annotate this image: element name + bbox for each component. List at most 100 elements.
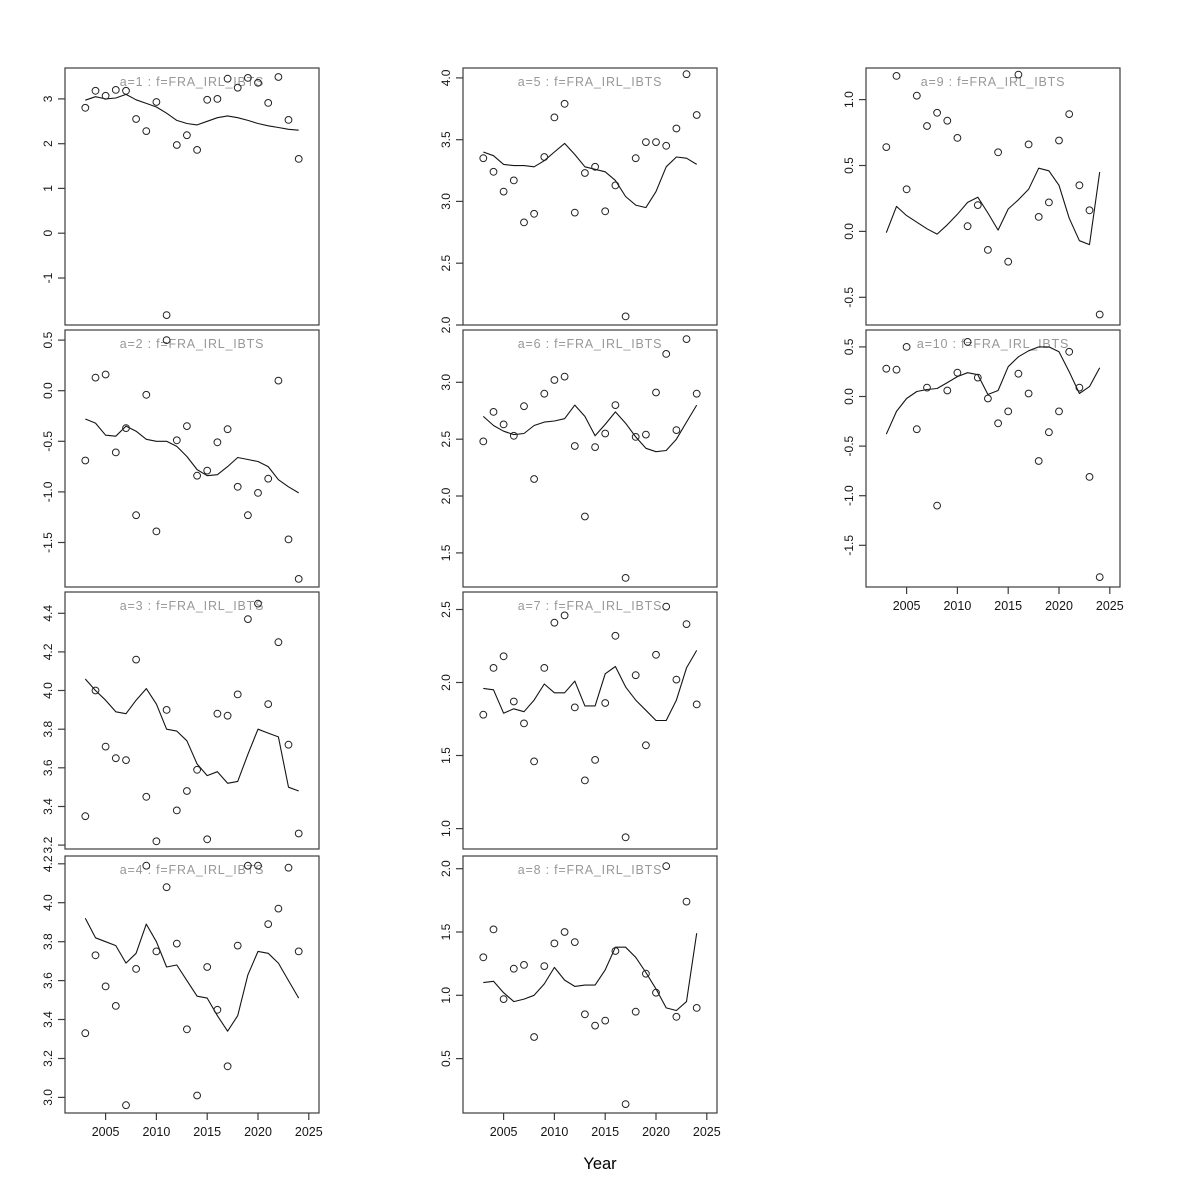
smooth-line — [482, 404, 698, 453]
data-point — [570, 442, 579, 450]
panel-frame — [462, 855, 718, 1114]
data-point — [550, 113, 559, 122]
data-point — [111, 1002, 120, 1010]
data-point — [294, 155, 303, 163]
y-tick-label: 3.6 — [41, 972, 55, 989]
y-tick-label: -0.5 — [41, 431, 55, 452]
data-point — [591, 756, 599, 764]
data-point — [692, 111, 701, 119]
x-tick-label: 2005 — [92, 1125, 120, 1139]
data-point — [254, 599, 262, 608]
data-point — [81, 812, 90, 821]
data-point — [611, 401, 620, 410]
data-point — [111, 754, 120, 763]
x-tick-label: 2005 — [490, 1125, 518, 1139]
smooth-line — [84, 678, 299, 792]
data-point — [223, 711, 232, 720]
data-point — [530, 475, 538, 483]
data-point — [591, 443, 599, 452]
x-tick-label: 2025 — [1096, 599, 1124, 613]
data-point — [91, 686, 100, 695]
y-tick-label: 1 — [41, 185, 55, 192]
data-point — [142, 390, 151, 399]
data-point — [233, 690, 242, 699]
smooth-line — [885, 346, 1101, 435]
y-tick-label: 0.5 — [842, 338, 856, 355]
y-tick-label: 0.0 — [41, 382, 55, 399]
data-point — [254, 78, 262, 87]
data-point — [912, 425, 921, 434]
y-tick-label: 2.5 — [439, 601, 453, 618]
data-point — [223, 425, 232, 434]
panel-a2: a=2 : f=FRA_IRL_IBTS -1.5 -1.0 -0.5 0.0 0.5 — [41, 329, 320, 588]
data-point — [284, 863, 293, 872]
panel-a7: a=7 : f=FRA_IRL_IBTS 1.0 1.5 2.0 2.5 — [439, 591, 718, 850]
data-point — [111, 448, 120, 457]
data-point — [923, 383, 931, 392]
data-point — [172, 939, 181, 948]
data-point — [560, 611, 569, 620]
data-point — [244, 511, 252, 520]
data-point — [479, 953, 488, 962]
y-tick-label: 1.0 — [439, 987, 453, 1004]
y-tick-label: 3.0 — [41, 1089, 55, 1106]
data-point — [1034, 457, 1043, 465]
data-point — [132, 655, 141, 664]
data-point — [1075, 383, 1084, 392]
smooth-line — [84, 918, 300, 1032]
y-tick-label: 2 — [41, 140, 55, 147]
data-point — [244, 74, 252, 82]
data-point — [963, 338, 972, 346]
data-point — [923, 122, 931, 130]
smooth-line — [483, 650, 698, 722]
y-tick-label: 3.6 — [41, 759, 55, 776]
panel-a3: a=3 : f=FRA_IRL_IBTS 3.2 3.4 3.6 3.8 4.0 4.2 4.… — [41, 591, 320, 853]
data-point — [994, 419, 1002, 428]
y-tick-label: 2.5 — [439, 431, 453, 448]
y-tick-label: 4.2 — [41, 643, 55, 660]
panel-title: a=5 : f=FRA_IRL_IBTS — [518, 75, 663, 89]
data-point — [520, 719, 528, 728]
data-point — [162, 883, 171, 892]
data-point — [193, 471, 202, 480]
x-tick-label: 2025 — [693, 1125, 721, 1139]
data-point — [1014, 369, 1023, 378]
data-point — [489, 664, 498, 672]
data-point — [101, 91, 110, 100]
data-point — [692, 700, 701, 709]
data-point — [1085, 473, 1094, 481]
y-tick-label: -0.5 — [842, 287, 856, 308]
y-tick-label: 3.5 — [439, 131, 453, 148]
data-point — [581, 512, 589, 521]
panel-frame — [64, 67, 320, 326]
data-point — [183, 787, 191, 795]
data-point — [284, 116, 293, 124]
data-point — [1075, 181, 1084, 190]
data-point — [882, 364, 891, 373]
y-tick-label: 0.0 — [842, 223, 856, 240]
data-point — [652, 138, 660, 147]
data-point — [953, 134, 962, 142]
data-point — [284, 740, 293, 749]
panel-a9: a=9 : f=FRA_IRL_IBTS -0.5 0.0 0.5 1.0 — [842, 67, 1121, 326]
data-point — [233, 941, 242, 950]
data-point — [183, 131, 191, 140]
data-point — [172, 436, 181, 445]
data-point — [530, 1033, 538, 1041]
data-point — [172, 806, 181, 815]
data-point — [892, 72, 901, 80]
data-point — [294, 829, 303, 838]
data-point — [520, 961, 528, 969]
data-point — [479, 154, 488, 163]
data-point — [1034, 213, 1043, 221]
data-point — [892, 365, 901, 374]
y-tick-label: 2.5 — [439, 255, 453, 272]
y-tick-label: 4.2 — [41, 855, 55, 872]
data-point — [682, 70, 691, 79]
data-point — [984, 246, 992, 254]
panel-title: a=2 : f=FRA_IRL_IBTS — [120, 337, 265, 351]
data-point — [642, 138, 650, 147]
panel-title: a=10 : f=FRA_IRL_IBTS — [917, 337, 1069, 351]
data-point — [91, 951, 100, 960]
data-point — [499, 652, 508, 661]
